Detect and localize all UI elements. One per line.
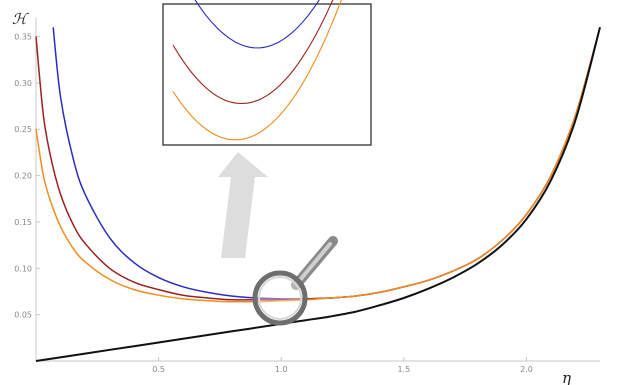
y-tick-label: 0.10	[14, 264, 32, 273]
inset-frame	[162, 3, 372, 146]
magnifier-icon	[252, 236, 338, 326]
zoom-inset	[162, 0, 372, 146]
x-tick-label: 1.0	[275, 365, 288, 374]
series-line-2	[35, 27, 601, 303]
series-layer	[35, 27, 601, 362]
x-tick-label: 0.5	[152, 365, 165, 374]
inset-curves	[172, 0, 342, 141]
y-tick-label: 0.15	[14, 218, 32, 227]
series-line-3	[35, 27, 601, 362]
y-axis-title: ℋ	[12, 10, 29, 28]
axes	[35, 18, 600, 362]
x-tick-label: 1.5	[397, 365, 410, 374]
y-tick-label: 0.20	[14, 172, 32, 181]
x-axis-title: η	[562, 369, 571, 385]
y-tick-label: 0.35	[14, 33, 32, 42]
inset-curve-2	[172, 0, 342, 141]
y-tick-label: 0.25	[14, 125, 32, 134]
x-tick-label: 2.0	[520, 365, 533, 374]
ticks: 0.5 1.0 1.5 2.0 0.05 0.10 0.15 0.20 0.25 0.30 0.35	[14, 33, 533, 374]
decor	[218, 152, 338, 326]
inset-curve-1	[172, 0, 334, 105]
zoom-arrow-icon	[218, 152, 268, 258]
y-tick-label: 0.05	[14, 311, 32, 320]
inset-curve-0	[194, 0, 320, 49]
y-tick-label: 0.30	[14, 79, 32, 88]
